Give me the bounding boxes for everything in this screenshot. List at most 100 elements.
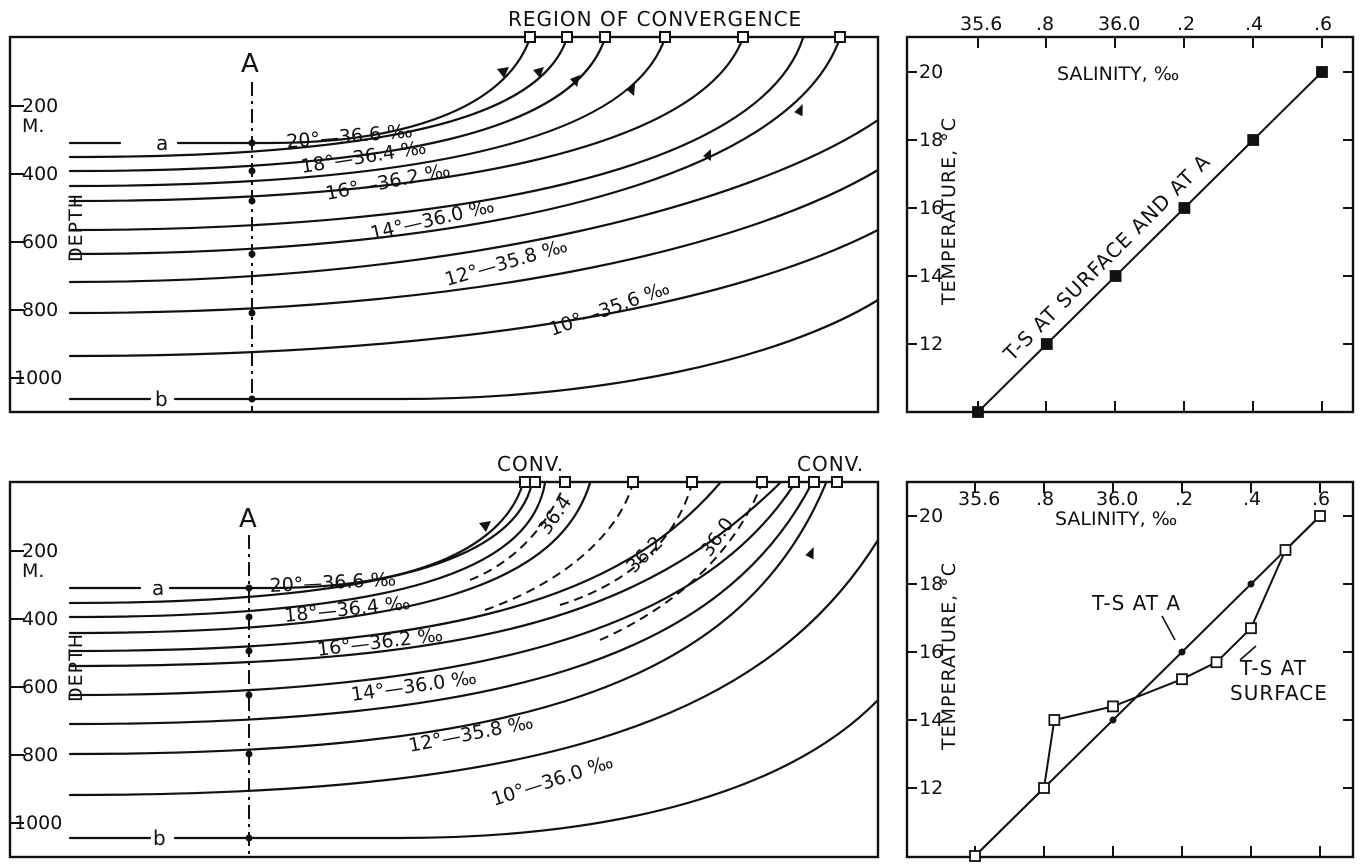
depth-tick-600: 600 [22, 231, 58, 253]
svg-text:20°—36.6 ‰: 20°—36.6 ‰ [269, 568, 396, 597]
data-point-dot [1109, 716, 1117, 724]
line-a-label: a [152, 576, 165, 600]
svg-text:16°—36.2 ‰: 16°—36.2 ‰ [316, 624, 444, 661]
data-point-dot [1247, 580, 1255, 588]
svg-text:.4: .4 [1243, 488, 1261, 510]
bottom-left-section-panel: CONV. CONV. A 200 400 600 800 1000 M. DE… [8, 452, 880, 859]
data-point-marker [969, 850, 981, 862]
depth-ticks: 200 400 600 800 1000 M. [10, 95, 62, 389]
ts-at-a-annotation: T-S AT A [1091, 591, 1181, 615]
svg-text:10°—36.0 ‰: 10°—36.0 ‰ [489, 751, 616, 811]
section-a-label: A [239, 504, 257, 534]
svg-text:14°—36.0 ‰: 14°—36.0 ‰ [368, 195, 496, 245]
temperature-axis-label: TEMPERATURE, °C [938, 562, 960, 751]
depth-axis-label: DEPTH [65, 633, 87, 702]
dashed-isohaline-labels: 36.4 36.2 36.0 [534, 492, 738, 578]
data-point-marker [1178, 202, 1191, 214]
data-point-marker [1176, 673, 1188, 686]
depth-tick-400: 400 [22, 163, 58, 185]
data-point-marker [972, 406, 984, 418]
isotherm-curves [68, 481, 880, 840]
isotherm-curves [68, 36, 880, 401]
svg-text:800: 800 [22, 744, 58, 766]
line-b-label: b [155, 387, 169, 411]
convergence-surface-markers [524, 31, 846, 43]
line-b-label: b [153, 826, 167, 850]
svg-text:18°—36.4 ‰: 18°—36.4 ‰ [283, 592, 411, 627]
section-a-points [248, 139, 256, 403]
data-point-marker [1048, 714, 1061, 726]
flow-arrows [497, 67, 803, 161]
ts-plot-bottom [969, 510, 1326, 862]
svg-text:16: 16 [919, 641, 943, 663]
depth-tick-200: 200 [22, 95, 58, 117]
x-ticks: 35.6 .8 36.0 .2 .4 .6 [958, 482, 1330, 857]
data-point-marker [1040, 338, 1053, 350]
convergence-surface-markers [519, 476, 843, 488]
depth-axis-label: DEPTH [65, 193, 87, 262]
svg-text:12: 12 [919, 777, 943, 799]
svg-text:.8: .8 [1036, 13, 1054, 35]
data-point-marker [1279, 544, 1292, 556]
svg-text:.8: .8 [1036, 488, 1054, 510]
top-left-section-panel: REGION OF CONVERGENCE A 200 400 600 800 … [8, 7, 880, 414]
svg-text:14: 14 [919, 265, 943, 287]
ts-at-surface-pointer [1239, 645, 1257, 661]
region-of-convergence-label: REGION OF CONVERGENCE [508, 7, 802, 31]
svg-text:1000: 1000 [14, 812, 62, 834]
svg-text:600: 600 [22, 676, 58, 698]
data-point-marker [1314, 510, 1326, 522]
isotherm-labels: 20°—36.6 ‰ 18°—36.4 ‰ 16°—36.2 ‰ 14°—36.… [286, 120, 673, 341]
dashed-isohalines [469, 482, 763, 641]
ts-plot-top [972, 66, 1328, 418]
svg-text:M.: M. [22, 560, 44, 582]
svg-text:.6: .6 [1312, 488, 1330, 510]
depth-ticks: 200 400 600 800 1000 M. [10, 540, 62, 834]
top-right-ts-chart: 35.6 .8 36.0 .2 .4 .6 SALINITY, ‰ 20 18 … [905, 13, 1355, 418]
ts-at-surface-annotation-2: SURFACE [1230, 681, 1328, 705]
svg-text:18: 18 [919, 129, 943, 151]
svg-text:14: 14 [919, 709, 943, 731]
data-point-marker [1109, 270, 1122, 282]
svg-text:18: 18 [919, 573, 943, 595]
ts-surface-and-a-annotation: T-S AT SURFACE AND AT A [998, 149, 1215, 366]
svg-text:.4: .4 [1245, 13, 1263, 35]
svg-text:.2: .2 [1177, 13, 1195, 35]
svg-text:36.0: 36.0 [1096, 488, 1138, 510]
salinity-axis-label: SALINITY, ‰ [1057, 63, 1179, 85]
data-point-dot [1178, 648, 1186, 656]
svg-text:.6: .6 [1314, 13, 1332, 35]
svg-text:35.6: 35.6 [958, 488, 1000, 510]
section-a-label: A [241, 49, 259, 79]
svg-text:12: 12 [919, 333, 943, 355]
ts-at-surface-annotation-1: T-S AT [1239, 656, 1307, 680]
data-point-marker [1210, 656, 1223, 669]
data-point-marker [1038, 782, 1050, 794]
y-ticks: 20 18 16 14 12 [907, 505, 1353, 799]
svg-text:36.0: 36.0 [1098, 13, 1140, 35]
section-a-points [245, 584, 253, 842]
svg-text:200: 200 [22, 540, 58, 562]
ts-at-a-pointer [1161, 615, 1176, 641]
conv-label-left: CONV. [497, 452, 564, 476]
salinity-axis-label: SALINITY, ‰ [1055, 508, 1177, 530]
data-point-marker [1316, 66, 1328, 78]
conv-label-right: CONV. [797, 452, 864, 476]
svg-text:35.6: 35.6 [960, 13, 1002, 35]
svg-text:10°—35.6 ‰: 10°—35.6 ‰ [546, 277, 672, 341]
line-a-label: a [156, 131, 169, 155]
svg-text:20: 20 [919, 61, 943, 83]
svg-text:20: 20 [919, 505, 943, 527]
data-point-marker [1247, 134, 1260, 146]
flow-arrows [479, 521, 814, 560]
data-point-marker [1245, 622, 1257, 635]
series-line-0 [977, 71, 1323, 413]
svg-text:16: 16 [919, 197, 943, 219]
svg-text:400: 400 [22, 608, 58, 630]
depth-unit-label: M. [22, 115, 44, 137]
data-point-marker [1107, 700, 1119, 713]
depth-tick-1000: 1000 [14, 367, 62, 389]
svg-text:12°—35.8 ‰: 12°—35.8 ‰ [407, 711, 535, 757]
svg-text:.2: .2 [1175, 488, 1193, 510]
